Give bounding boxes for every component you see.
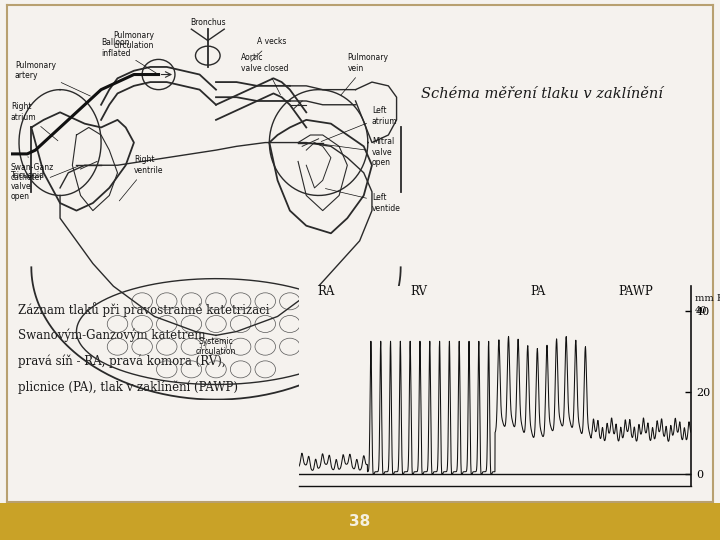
Text: pravá síň - RA, pravá komora (RV),: pravá síň - RA, pravá komora (RV),	[18, 354, 225, 368]
Text: Balloon
inflated: Balloon inflated	[101, 38, 156, 73]
Text: Swanovým-Ganzovým katetrem: Swanovým-Ganzovým katetrem	[18, 328, 205, 342]
Text: 40: 40	[695, 306, 708, 315]
Text: Pulmonary
artery: Pulmonary artery	[15, 61, 91, 96]
Text: Aortic
valve closed: Aortic valve closed	[240, 53, 288, 94]
Text: Right
ventrile: Right ventrile	[120, 156, 163, 201]
Text: Schéma měření tlaku v zaklínění: Schéma měření tlaku v zaklínění	[421, 87, 663, 102]
Text: Bronchus: Bronchus	[190, 18, 225, 28]
Text: Swan-Ganz
catheter: Swan-Ganz catheter	[11, 157, 54, 183]
Text: Záznam tlaků při pravostranné katetrizaci: Záznam tlaků při pravostranné katetrizac…	[18, 302, 269, 318]
Text: Pulmonary
circulation: Pulmonary circulation	[114, 31, 154, 50]
Text: Left
ventide: Left ventide	[325, 188, 401, 213]
Text: PAWP: PAWP	[618, 286, 654, 299]
Bar	[0, 503, 720, 540]
Text: PA: PA	[531, 286, 546, 299]
Text: RV: RV	[410, 286, 427, 299]
Text: RA: RA	[318, 286, 335, 299]
Text: Systemic
circulation: Systemic circulation	[196, 337, 236, 356]
Text: Left
atrium: Left atrium	[321, 106, 397, 141]
Text: 38: 38	[349, 514, 371, 529]
Text: Right
atrium: Right atrium	[11, 103, 58, 141]
Text: Pulmonary
vein: Pulmonary vein	[341, 53, 388, 95]
Text: Tricuspid
valve
open: Tricuspid valve open	[11, 166, 78, 201]
Text: plicnice (PA), tlak v zaklínění (PAWP): plicnice (PA), tlak v zaklínění (PAWP)	[18, 380, 238, 394]
Text: mm Hg: mm Hg	[695, 294, 720, 303]
Text: A vecks: A vecks	[251, 37, 287, 61]
Text: Mitral
valve
open: Mitral valve open	[313, 138, 395, 167]
